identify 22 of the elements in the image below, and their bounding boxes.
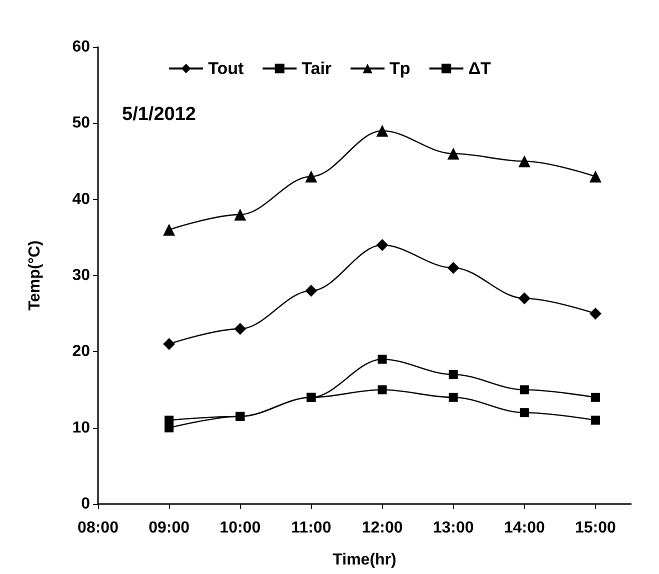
y-tick-label: 10 bbox=[72, 419, 90, 436]
annotation: 5/1/2012 bbox=[122, 104, 196, 125]
x-tick-label: 09:00 bbox=[148, 520, 190, 536]
y-tick-label: 50 bbox=[72, 114, 90, 132]
x-tick-label: 08:00 bbox=[78, 520, 119, 536]
y-tick-label: 40 bbox=[72, 190, 90, 208]
x-tick-label: 12:00 bbox=[362, 520, 403, 536]
x-tick-label: 13:00 bbox=[432, 520, 474, 536]
x-tick-label: 11:00 bbox=[291, 520, 332, 536]
y-axis-title: Temp(°C) bbox=[26, 240, 44, 311]
y-tick-label: 30 bbox=[72, 267, 90, 284]
legend-label: Tair bbox=[302, 59, 332, 78]
x-tick-label: 10:00 bbox=[220, 520, 261, 536]
x-tick-label: 14:00 bbox=[504, 520, 545, 536]
y-tick-label: 0 bbox=[81, 496, 90, 512]
x-tick-label: 15:00 bbox=[575, 520, 616, 536]
legend-label: Tout bbox=[208, 59, 244, 78]
y-tick-label: 20 bbox=[72, 343, 90, 360]
legend-label: ΔT bbox=[468, 59, 492, 78]
legend-label: Tp bbox=[390, 59, 410, 78]
y-tick-label: 60 bbox=[72, 38, 90, 56]
x-axis-title: Time(hr) bbox=[332, 552, 396, 568]
